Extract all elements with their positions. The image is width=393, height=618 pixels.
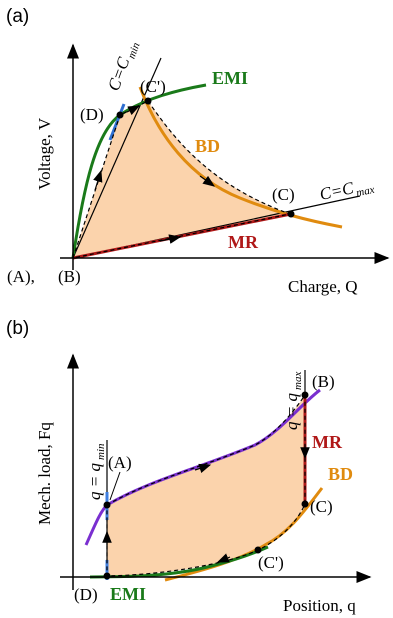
svg-text:C=C: C=C — [104, 54, 134, 93]
svg-text:min: min — [95, 443, 107, 460]
panel-a: (a) Voltage, V Charge, Q — [6, 6, 390, 296]
qmin-label: q = q min — [85, 443, 107, 500]
purple-curve-b — [84, 388, 321, 546]
bd-tag-b: BD — [328, 464, 353, 484]
cmin-line — [72, 57, 162, 259]
panel-a-label: (a) — [6, 6, 29, 27]
point-label-a-d: (D) — [80, 105, 104, 124]
arrow-a-3 — [159, 234, 182, 244]
arrow-b-1 — [194, 463, 212, 473]
point-b-a — [103, 501, 111, 509]
cmin-label: C=C min — [104, 40, 143, 93]
point-label-a-b: (B) — [58, 267, 81, 286]
point-label-a-cprime: (C') — [140, 77, 166, 96]
point-b-cprime — [254, 546, 262, 554]
point-b-c — [301, 500, 309, 508]
panel-a-y-axis-label: Voltage, V — [35, 117, 54, 190]
point-b-d — [103, 572, 111, 580]
point-b-a-leader — [109, 471, 121, 501]
point-b-b — [301, 391, 309, 399]
arrow-a-4 — [126, 105, 141, 116]
point-label-a-ab: (A), — [7, 267, 35, 286]
point-label-b-a: (A) — [108, 453, 132, 472]
panel-b-x-axis-label: Position, q — [283, 596, 356, 615]
point-label-b-c: (C) — [310, 497, 333, 516]
svg-text:max: max — [292, 372, 304, 390]
panel-b: (b) Mech. load — [6, 318, 372, 615]
point-a-d — [116, 111, 124, 119]
svg-text:C=C: C=C — [318, 178, 356, 204]
point-label-b-b: (B) — [312, 372, 335, 391]
bd-curve-a — [138, 86, 343, 229]
emi-tag-b: EMI — [110, 584, 146, 604]
panel-b-y-axis-label: Mech. load, Fq — [35, 422, 54, 525]
arrow-a-2 — [199, 175, 215, 187]
mr-tag-b: MR — [312, 432, 343, 452]
point-label-a-c: (C) — [272, 185, 295, 204]
cmin-segment-a — [108, 103, 126, 141]
svg-text:min: min — [126, 40, 143, 60]
arrow-b-3 — [216, 553, 231, 563]
panel-a-cycle-area — [73, 101, 290, 258]
bd-curve-b — [164, 487, 324, 582]
svg-text:q = q: q = q — [282, 393, 301, 430]
svg-text:max: max — [355, 184, 376, 200]
panel-a-x-axis-label: Charge, Q — [288, 277, 358, 296]
arrow-a-1 — [93, 169, 103, 191]
qmax-label: q = q max — [282, 372, 304, 430]
cmax-label: C=C max — [318, 178, 376, 204]
panel-b-cycle-path — [106, 393, 306, 577]
bd-tag-a: BD — [195, 136, 220, 156]
svg-text:q = q: q = q — [85, 463, 104, 500]
panel-b-label: (b) — [6, 318, 29, 339]
emi-tag-a: EMI — [212, 68, 248, 88]
panel-b-cycle-area — [107, 395, 305, 576]
point-label-b-d: (D) — [74, 585, 98, 604]
point-label-b-cprime: (C') — [258, 553, 284, 572]
point-a-c — [287, 210, 295, 218]
point-a-cprime — [144, 97, 152, 105]
mr-tag-a: MR — [228, 232, 259, 252]
